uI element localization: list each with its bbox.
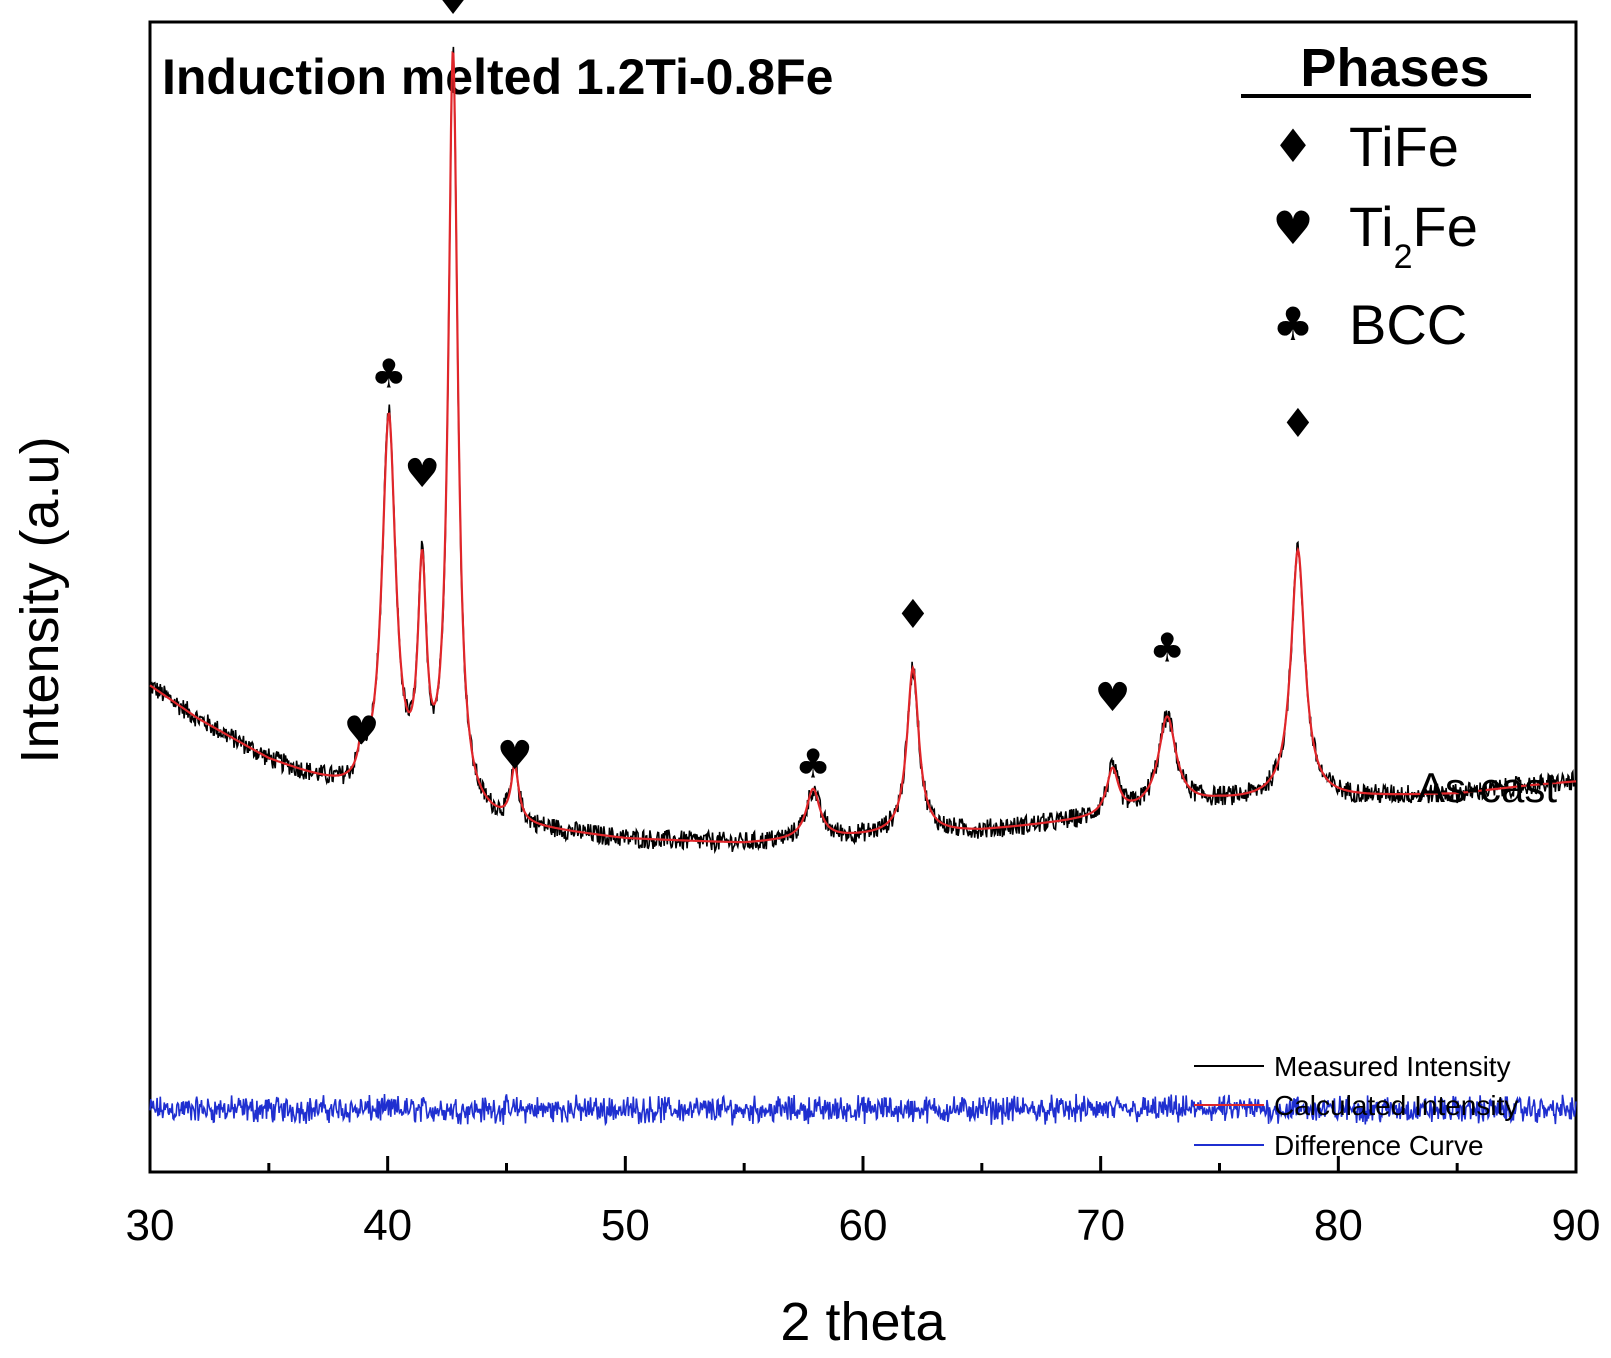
chart-title: Induction melted 1.2Ti-0.8Fe [162, 49, 833, 105]
peak-marker-diamond-icon: ♦ [1280, 401, 1316, 447]
x-tick-label: 50 [601, 1201, 650, 1250]
peak-marker-club-icon: ♣ [371, 351, 407, 397]
peak-marker-club-icon: ♣ [795, 742, 831, 788]
peak-markers: ♥ ♣ ♥ ♦ ♥ ♣ ♦ ♥ ♣ ♦ [344, 0, 1316, 788]
peak-marker-heart-icon: ♥ [344, 708, 380, 754]
x-tick-label: 40 [363, 1201, 412, 1250]
peak-marker-diamond-icon: ♦ [435, 0, 471, 24]
peak-marker-heart-icon: ♥ [404, 451, 440, 497]
phase-label-bcc: BCC [1349, 293, 1467, 356]
x-tick-label: 30 [126, 1201, 175, 1250]
series-legend: Measured Intensity Calculated Intensity … [1194, 1051, 1518, 1161]
peak-marker-heart-icon: ♥ [1095, 675, 1131, 721]
x-tick-label: 60 [839, 1201, 888, 1250]
series-line-difference [149, 1093, 1577, 1127]
legend-label-measured: Measured Intensity [1274, 1051, 1511, 1082]
peak-marker-heart-icon: ♥ [497, 733, 533, 779]
series-line-calculated [149, 51, 1577, 844]
diamond-icon: ♦ [1272, 119, 1313, 173]
x-axis-title: 2 theta [780, 1292, 946, 1352]
legend-label-calculated: Calculated Intensity [1274, 1090, 1518, 1121]
x-tick-label: 80 [1314, 1201, 1363, 1250]
peak-marker-diamond-icon: ♦ [895, 592, 931, 638]
peak-marker-club-icon: ♣ [1149, 625, 1185, 671]
heart-icon: ♥ [1272, 201, 1313, 255]
phase-label-ti2fe: Ti2Fe [1349, 195, 1478, 276]
phases-legend: Phases ♦ TiFe ♥ Ti2Fe ♣ BCC [1241, 38, 1531, 356]
club-icon: ♣ [1272, 297, 1313, 351]
legend-label-difference: Difference Curve [1274, 1130, 1484, 1161]
phases-legend-title: Phases [1300, 38, 1489, 98]
y-axis-title: Intensity (a.u) [10, 436, 70, 763]
sample-label: As-cast [1417, 764, 1557, 811]
x-tick-label: 90 [1552, 1201, 1601, 1250]
x-axis-ticks [148, 1156, 1578, 1172]
x-axis-tick-labels: 30 40 50 60 70 80 90 [126, 1201, 1601, 1250]
phase-label-tife: TiFe [1349, 115, 1459, 178]
x-tick-label: 70 [1076, 1201, 1125, 1250]
series-layer [149, 46, 1577, 1127]
